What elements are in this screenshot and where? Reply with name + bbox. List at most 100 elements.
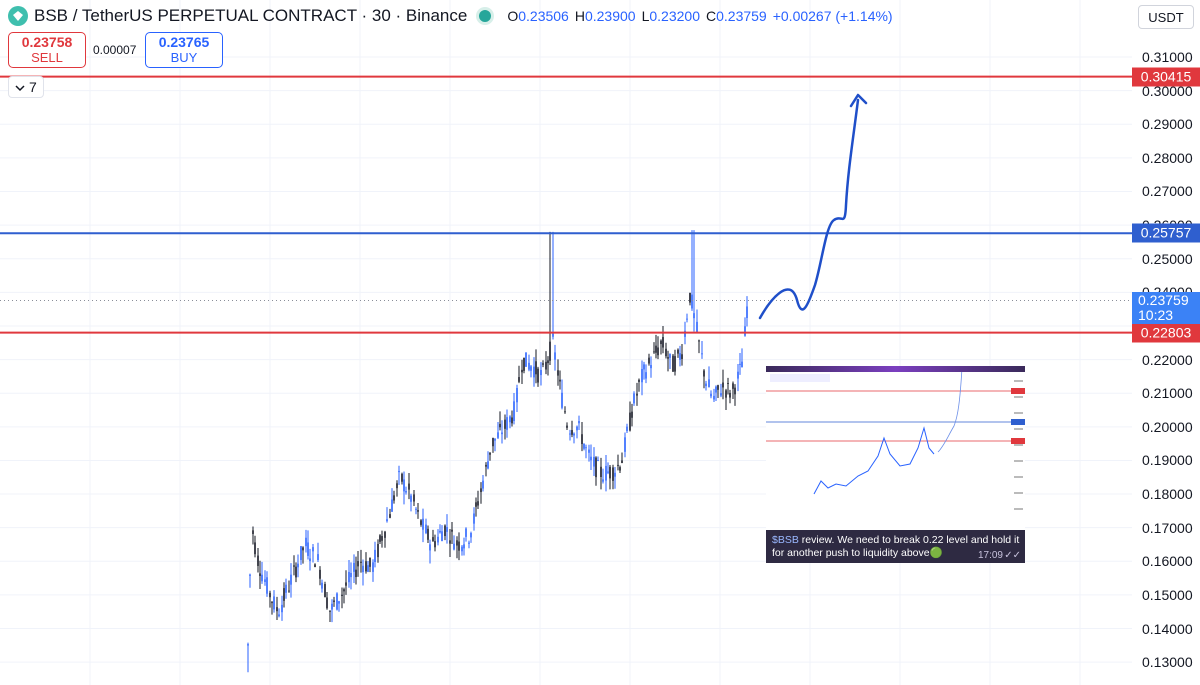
candle-body <box>439 530 441 533</box>
candle-body <box>429 544 431 551</box>
high-value: 0.23900 <box>584 8 636 24</box>
indicators-toggle-button[interactable]: 7 <box>8 76 44 98</box>
candle-body <box>408 483 410 490</box>
candle-body <box>506 417 508 430</box>
candle-body <box>357 561 359 567</box>
candle-body <box>329 610 331 612</box>
candle-body <box>523 357 525 371</box>
candle-body <box>540 369 542 376</box>
candle-body <box>744 326 746 336</box>
candle-body <box>722 382 724 388</box>
thumb-axis-tick <box>1014 380 1023 382</box>
thumb-axis-tick <box>1014 492 1023 494</box>
candle-body <box>581 434 583 445</box>
candle-body <box>257 555 259 566</box>
candle-body <box>593 456 595 467</box>
candle-body <box>708 379 710 388</box>
candle-body <box>317 554 319 561</box>
candle-body <box>348 571 350 583</box>
candle-body <box>338 601 340 604</box>
candle-body <box>588 449 590 453</box>
buy-button[interactable]: 0.23765 BUY <box>145 32 223 68</box>
candle-body <box>561 392 563 408</box>
candle-body <box>518 377 520 382</box>
candle-body <box>729 392 731 398</box>
candle-body <box>681 354 683 359</box>
candle-body <box>669 353 671 358</box>
candle-body <box>487 461 489 469</box>
candle-body <box>590 456 592 461</box>
candle-body <box>252 530 254 534</box>
candle-body <box>314 564 316 568</box>
candle-body <box>307 542 309 556</box>
price-axis[interactable]: 0.310000.300000.290000.280000.270000.260… <box>1132 0 1200 685</box>
candle-body <box>705 383 707 387</box>
buy-label: BUY <box>170 50 198 65</box>
candle-body <box>247 644 249 646</box>
candle-body <box>437 536 439 543</box>
candle-body <box>341 594 343 597</box>
candle-body <box>446 527 448 532</box>
candle-body <box>643 364 645 370</box>
candle-body <box>331 603 333 610</box>
thumb-header <box>770 374 830 382</box>
candle-body <box>737 371 739 379</box>
candle-body <box>564 411 566 413</box>
candle-body <box>631 411 633 418</box>
candle-body <box>583 443 585 449</box>
candle-body <box>703 370 705 377</box>
candle-body <box>249 574 251 576</box>
candle-body <box>653 351 655 353</box>
candle-body <box>638 379 640 382</box>
candle-body <box>537 368 539 383</box>
candle-body <box>259 573 261 576</box>
candle-body <box>355 569 357 578</box>
chat-cashtag[interactable]: $BSB <box>772 534 799 546</box>
chart-thumbnail <box>766 366 1025 530</box>
thumb-tag <box>1011 438 1025 444</box>
candle-body <box>367 565 369 572</box>
thumb-axis-tick <box>1014 508 1023 510</box>
candle-body <box>655 345 657 353</box>
candle-body <box>420 520 422 525</box>
candle-body <box>528 362 530 370</box>
candle-body <box>535 361 537 375</box>
symbol-title[interactable]: BSB / TetherUS PERPETUAL CONTRACT · 30 ·… <box>34 6 468 25</box>
chart-area[interactable] <box>0 0 1132 685</box>
candle-body <box>552 333 554 337</box>
candle-body <box>266 577 268 594</box>
candle-body <box>295 566 297 578</box>
symbol-logo-icon <box>8 6 28 26</box>
candle-body <box>293 565 295 567</box>
candle-body <box>475 502 477 507</box>
candle-body <box>605 465 607 481</box>
candle-body <box>511 417 513 424</box>
candle-body <box>557 370 559 376</box>
candle-body <box>725 390 727 398</box>
price-tick-label: 0.13000 <box>1142 654 1193 671</box>
candle-body <box>746 306 748 319</box>
candle-body <box>576 426 578 431</box>
currency-select[interactable]: USDT <box>1138 5 1194 29</box>
candle-body <box>633 393 635 404</box>
candle-body <box>626 426 628 432</box>
sell-button[interactable]: 0.23758 SELL <box>8 32 86 68</box>
level-tag-resistance-mid: 0.25757 <box>1132 223 1200 243</box>
candle-body <box>713 395 715 400</box>
candle-body <box>660 340 662 345</box>
thumb-price-line <box>813 426 935 495</box>
price-tick-label: 0.25000 <box>1142 250 1193 267</box>
chat-message-text: review. We need to break 0.22 level and … <box>772 534 1020 559</box>
chat-timestamp: 17:09 <box>977 550 1003 561</box>
chat-message: $BSB review. We need to break 0.22 level… <box>772 534 1020 560</box>
candle-body <box>403 479 405 492</box>
chat-post: $BSB review. We need to break 0.22 level… <box>766 366 1025 563</box>
price-tick-label: 0.14000 <box>1142 620 1193 637</box>
price-tick-label: 0.27000 <box>1142 183 1193 200</box>
candle-body <box>693 313 695 319</box>
candle-body <box>542 363 544 365</box>
candle-body <box>525 352 527 367</box>
price-chart[interactable] <box>0 0 1132 685</box>
candle-body <box>645 372 647 379</box>
projection-drawing[interactable] <box>758 93 868 320</box>
